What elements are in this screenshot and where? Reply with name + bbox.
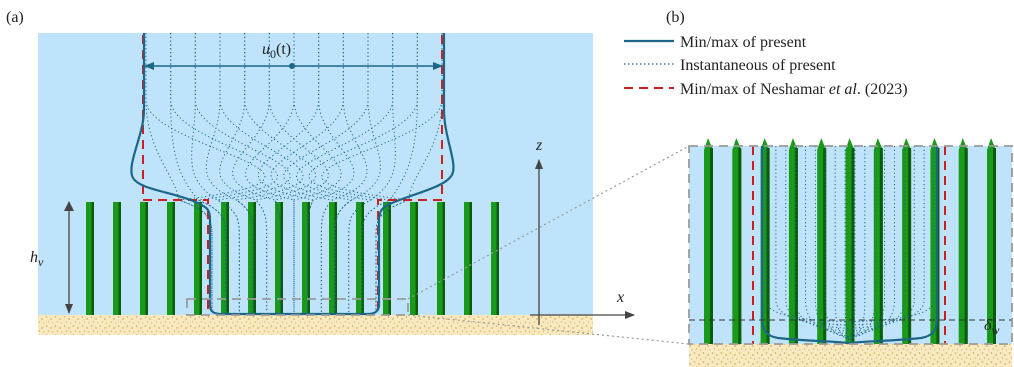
stem-a-shade: [307, 202, 310, 315]
panel-a: [38, 33, 635, 335]
water-region-a: [38, 33, 593, 315]
stem-a: [113, 202, 121, 315]
instantaneous-profile-b: [848, 146, 866, 340]
stem-a: [491, 202, 499, 315]
stem-a-shade: [172, 202, 175, 315]
stem-a: [302, 202, 310, 315]
instantaneous-profile-a: [245, 33, 295, 312]
stem-a: [410, 202, 418, 315]
instantaneous-profile-b: [848, 146, 915, 329]
hv-arrow-top-head: [64, 201, 74, 211]
instantaneous-profile-a: [308, 33, 418, 312]
stem-b-shade: [908, 148, 912, 344]
stem-a: [140, 202, 148, 315]
zoom-connector-bottom: [407, 314, 690, 345]
stem-b-shade: [738, 148, 742, 344]
stem-a-shade: [361, 202, 364, 315]
instantaneous-profile-a: [145, 33, 213, 312]
x-axis-label: x: [616, 289, 624, 306]
stem-a: [383, 202, 391, 315]
stem-a: [248, 202, 256, 315]
z-axis-label: z: [535, 137, 543, 154]
zoom-connector-top: [407, 145, 690, 300]
zoom-frame-b: [688, 145, 1013, 345]
stem-a-shade: [145, 202, 148, 315]
stem-b-shade: [794, 148, 798, 344]
stem-a-shade: [334, 202, 337, 315]
legend-label-present: Min/max of present: [680, 34, 807, 51]
stem-a: [464, 202, 472, 315]
instantaneous-profile-a: [296, 33, 394, 312]
legend-label-instantaneous: Instantaneous of present: [680, 57, 836, 74]
instantaneous-profile-b: [795, 146, 850, 332]
legend: Min/max of present Instantaneous of pres…: [624, 34, 908, 98]
stem-b-shade: [710, 148, 713, 344]
zoom-region-box: [186, 298, 409, 316]
instantaneous-profile-b: [848, 146, 905, 332]
instantaneous-profile-b: [785, 146, 850, 329]
panel-b: [688, 138, 1013, 367]
instantaneous-profile-a: [257, 33, 320, 312]
instantaneous-profile-b: [848, 146, 856, 341]
stem-a-shade: [469, 202, 472, 315]
stem-b-shade: [879, 148, 883, 344]
stem-b-shade: [766, 148, 770, 344]
instantaneous-profile-a: [268, 33, 329, 312]
stem-a: [86, 202, 94, 315]
instantaneous-profile-a: [244, 33, 317, 312]
delta-w-label: δw: [984, 317, 999, 337]
stem-a-shade: [199, 202, 202, 315]
stem-a-shade: [415, 202, 418, 315]
stem-a: [167, 202, 175, 315]
panel-b-label: (b): [666, 9, 685, 26]
stem-a-shade: [91, 202, 94, 315]
stem-a-shade: [253, 202, 256, 315]
legend-label-reference: Min/max of Neshamar et al. (2023): [680, 81, 908, 98]
instantaneous-profile-b: [848, 146, 876, 339]
sediment-bed-a: [38, 315, 593, 335]
vegetation-stems-a: [86, 202, 499, 315]
panel-a-label: (a): [6, 9, 24, 26]
stem-a-shade: [226, 202, 229, 315]
stem-a-shade: [442, 202, 445, 315]
instantaneous-profiles-a: [145, 33, 443, 312]
instantaneous-profile-a: [375, 33, 443, 312]
instantaneous-profile-a: [320, 33, 368, 312]
stem-b-shade: [993, 148, 996, 344]
instantaneous-profile-a: [170, 33, 278, 312]
stem-b-shade: [964, 148, 968, 344]
instantaneous-profile-b: [814, 146, 850, 337]
instantaneous-profiles-b: [765, 146, 935, 341]
present-minmax-envelope-b: [760, 146, 939, 345]
stem-a-shade: [388, 202, 391, 315]
stem-a-shade: [118, 202, 121, 315]
stem-a-shade: [280, 202, 283, 315]
stem-a: [194, 202, 202, 315]
sediment-bed-b: [689, 344, 1012, 367]
stem-b-shade: [851, 148, 855, 344]
u0-center-dot: [289, 63, 295, 69]
stem-a: [356, 202, 364, 315]
stem-a: [275, 202, 283, 315]
stem-a-shade: [496, 202, 499, 315]
hv-label: hv: [30, 249, 44, 269]
u0-label: u0(t): [262, 41, 291, 61]
stem-a: [221, 202, 229, 315]
stem-a: [329, 202, 337, 315]
present-minmax-envelope-a: [130, 33, 455, 316]
instantaneous-profile-a: [205, 33, 254, 312]
stem-b-shade: [823, 148, 827, 344]
stem-a: [437, 202, 445, 315]
instantaneous-profile-b: [775, 146, 850, 326]
